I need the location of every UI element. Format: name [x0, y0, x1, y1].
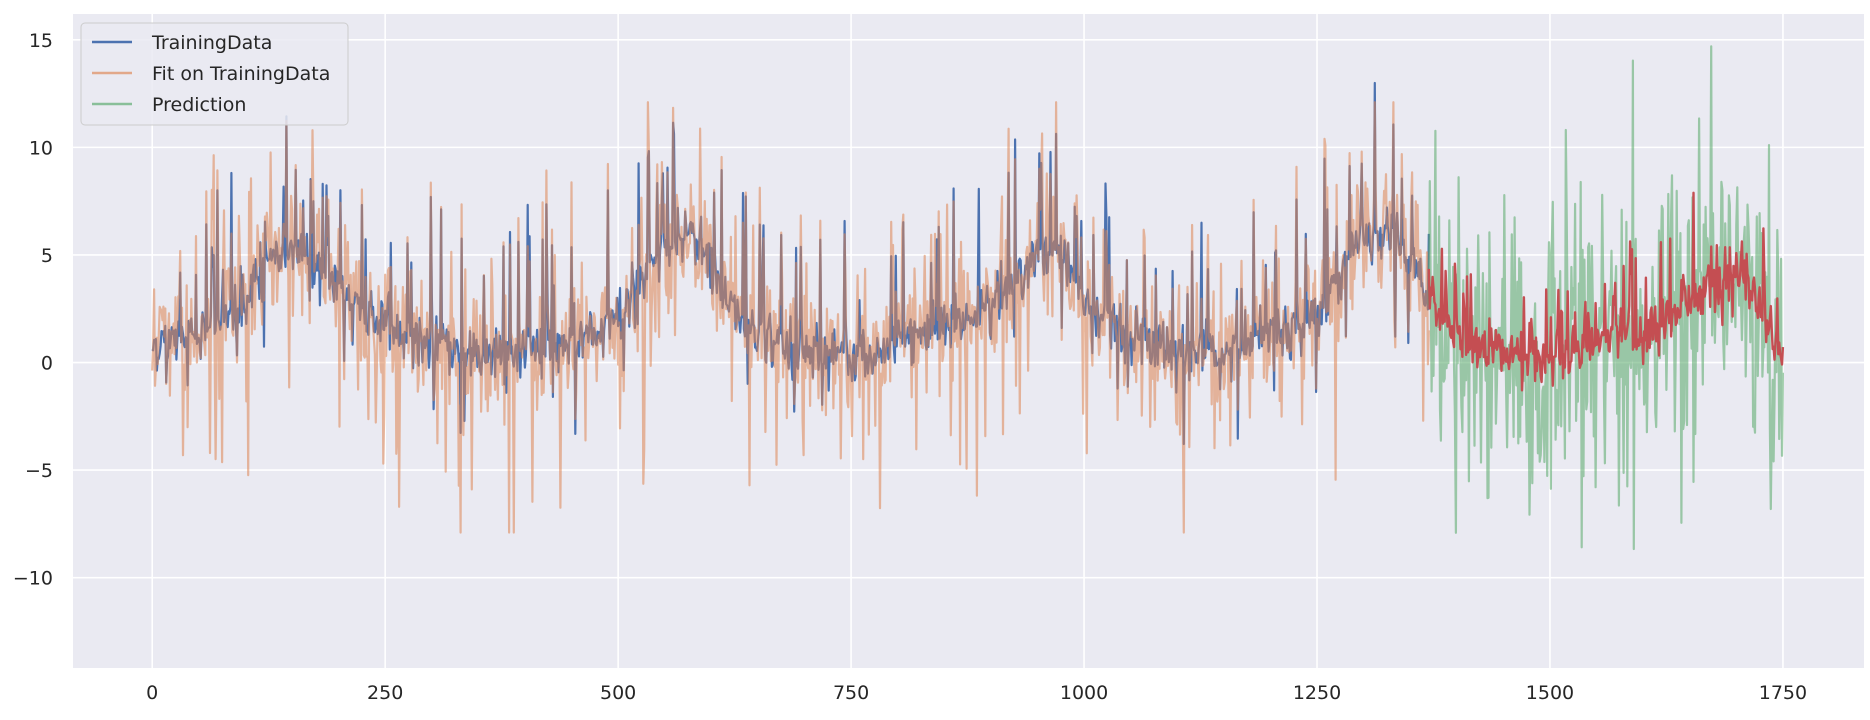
y-tick-label: 15: [29, 30, 53, 52]
x-tick-label: 1250: [1293, 682, 1341, 704]
y-tick-label: 0: [41, 353, 53, 375]
y-tick-label: 10: [29, 137, 53, 159]
y-tick-label: 5: [41, 245, 53, 267]
series-fit-line: [151, 101, 1430, 534]
x-tick-label: 1750: [1759, 682, 1807, 704]
legend: TrainingData Fit on TrainingData Predictio…: [80, 22, 349, 126]
x-tick-label: 1500: [1526, 682, 1574, 704]
x-tick-label: 0: [146, 682, 158, 704]
series-prediction-mean-line: [1427, 191, 1785, 392]
x-axis: 0 250 500 750 1000 1250 1500 1750: [146, 682, 1807, 704]
x-tick-label: 1000: [1060, 682, 1108, 704]
legend-label: TrainingData: [151, 32, 272, 54]
y-tick-label: −10: [13, 568, 53, 590]
legend-box: [80, 22, 349, 126]
y-tick-label: −5: [25, 460, 53, 482]
x-tick-label: 750: [833, 682, 869, 704]
legend-label: Prediction: [152, 94, 246, 116]
legend-label: Fit on TrainingData: [152, 63, 330, 85]
x-tick-label: 250: [367, 682, 403, 704]
y-axis: 15 10 5 0 −5 −10: [13, 30, 53, 590]
x-tick-label: 500: [600, 682, 636, 704]
